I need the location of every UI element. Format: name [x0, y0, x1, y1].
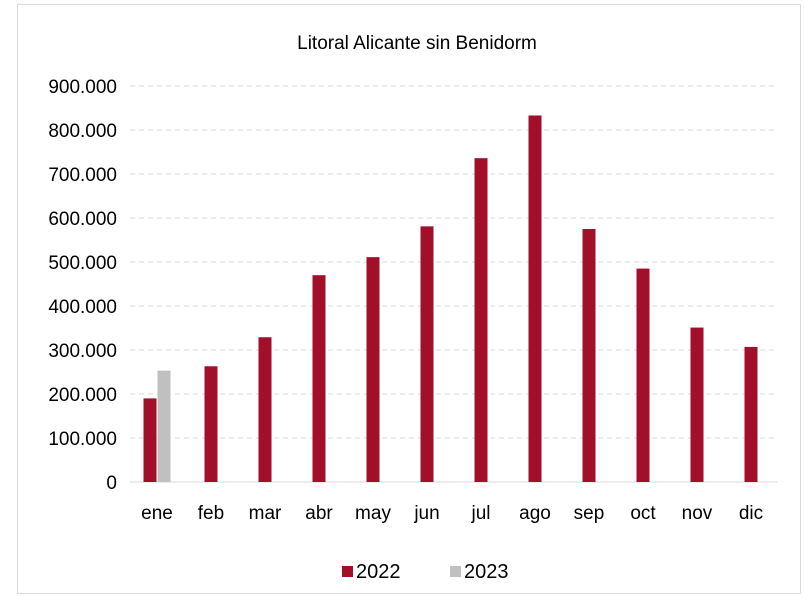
legend-swatch-2023 — [450, 566, 461, 577]
y-tick-label: 600.000 — [48, 209, 117, 230]
y-tick-label: 0 — [106, 473, 117, 494]
legend-label-2022: 2022 — [356, 561, 401, 583]
x-axis-tick-labels: ene feb mar abr may jun jul ago sep oct nov dic — [141, 503, 763, 524]
x-tick-label-sep: sep — [574, 503, 605, 524]
y-tick-label: 100.000 — [48, 429, 117, 450]
y-tick-label: 700.000 — [48, 165, 117, 186]
y-axis-tick-labels: 0 100.000 200.000 300.000 400.000 500.000 600.… — [48, 77, 117, 494]
x-tick-label-feb: feb — [198, 503, 224, 524]
x-tick-label-oct: oct — [630, 503, 656, 524]
x-tick-label-jun: jun — [413, 503, 439, 524]
bars — [143, 115, 758, 482]
x-tick-label-dic: dic — [739, 503, 763, 524]
x-tick-label-mar: mar — [249, 503, 282, 524]
y-tick-label: 300.000 — [48, 341, 117, 362]
legend: 2022 2023 — [342, 561, 509, 583]
legend-swatch-2022 — [342, 566, 353, 577]
x-tick-label-ene: ene — [141, 503, 173, 524]
bar-2022-jul — [474, 158, 488, 482]
bar-2023-ene — [157, 370, 171, 482]
bar-2022-abr — [312, 275, 326, 482]
chart-title: Litoral Alicante sin Benidorm — [297, 33, 537, 54]
y-tick-label: 800.000 — [48, 121, 117, 142]
gridlines — [130, 85, 778, 439]
chart-frame — [17, 4, 801, 594]
bar-2022-nov — [690, 327, 704, 482]
x-tick-label-ago: ago — [519, 503, 551, 524]
bar-2022-sep — [582, 229, 596, 482]
bar-2022-feb — [204, 366, 218, 482]
bar-2022-may — [366, 257, 380, 482]
legend-label-2023: 2023 — [464, 561, 509, 583]
x-tick-label-abr: abr — [305, 503, 333, 524]
bar-2022-ago — [528, 115, 542, 482]
x-tick-label-may: may — [355, 503, 391, 524]
bar-2022-dic — [744, 346, 758, 482]
bar-2022-ene — [143, 398, 157, 482]
bar-2022-mar — [258, 337, 272, 482]
bar-2022-oct — [636, 268, 650, 482]
bar-2022-jun — [420, 226, 434, 482]
x-tick-label-nov: nov — [682, 503, 713, 524]
y-tick-label: 400.000 — [48, 297, 117, 318]
y-tick-label: 900.000 — [48, 77, 117, 98]
y-tick-label: 200.000 — [48, 385, 117, 406]
x-tick-label-jul: jul — [470, 503, 490, 524]
y-tick-label: 500.000 — [48, 253, 117, 274]
